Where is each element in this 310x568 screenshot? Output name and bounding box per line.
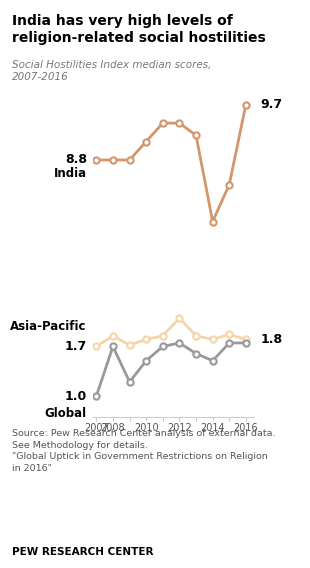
Text: 9.7: 9.7: [260, 98, 282, 111]
Text: Asia-Pacific: Asia-Pacific: [10, 320, 87, 333]
Text: PEW RESEARCH CENTER: PEW RESEARCH CENTER: [12, 546, 154, 557]
Text: Source: Pew Research Center analysis of external data.
See Methodology for detai: Source: Pew Research Center analysis of …: [12, 429, 276, 473]
Text: India has very high levels of
religion-related social hostilities: India has very high levels of religion-r…: [12, 14, 266, 45]
Text: 1.7: 1.7: [64, 340, 87, 353]
Text: 1.8: 1.8: [260, 333, 282, 346]
Text: 1.0: 1.0: [64, 390, 87, 403]
Text: Global: Global: [45, 407, 87, 420]
Text: 8.8: 8.8: [65, 153, 87, 165]
Text: Social Hostilities Index median scores,
2007-2016: Social Hostilities Index median scores, …: [12, 60, 212, 82]
Text: India: India: [54, 167, 87, 179]
